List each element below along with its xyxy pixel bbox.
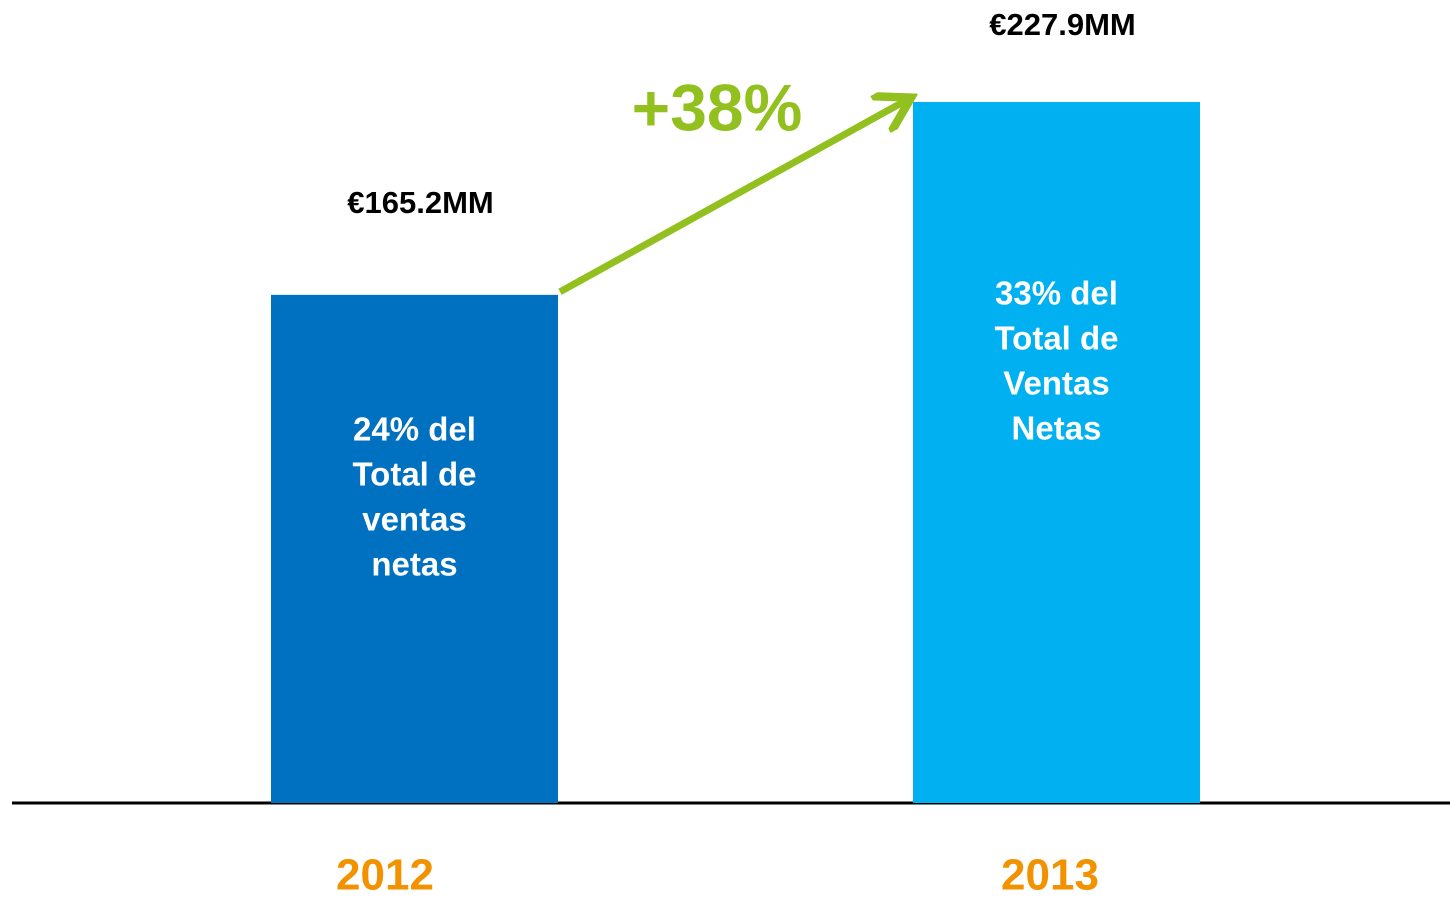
- bar-text: netas: [371, 546, 457, 583]
- value-label: €165.2MM: [347, 185, 493, 220]
- growth-annotation: +38%: [632, 70, 803, 144]
- value-label: €227.9MM: [989, 7, 1135, 42]
- growth-arrow: [558, 101, 905, 295]
- bar-text: Netas: [1012, 410, 1102, 447]
- bar-text: 24% del: [353, 411, 476, 448]
- bar-text: ventas: [362, 501, 467, 538]
- x-tick-label: 2012: [336, 851, 434, 898]
- bar-text: 33% del: [995, 275, 1118, 312]
- x-tick-label: 2013: [1001, 851, 1099, 898]
- bar: [271, 294, 558, 803]
- bar-text: Total de: [352, 456, 476, 493]
- bar-text: Total de: [994, 320, 1118, 357]
- bar: [913, 102, 1200, 803]
- bar-text: Ventas: [1003, 365, 1109, 402]
